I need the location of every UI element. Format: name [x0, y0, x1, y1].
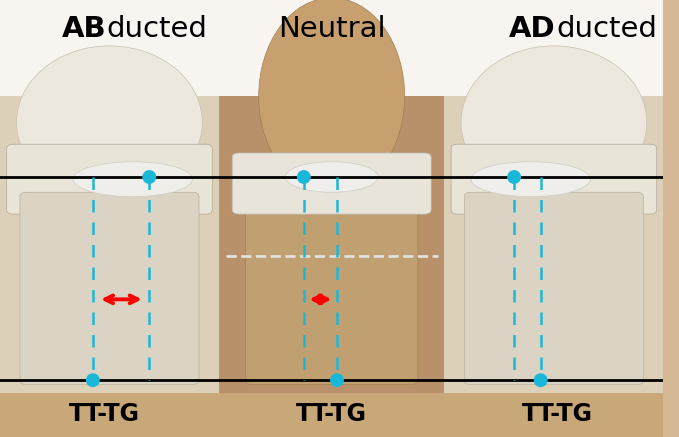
- Point: [298, 173, 309, 180]
- Text: ducted: ducted: [556, 15, 657, 43]
- Ellipse shape: [285, 162, 378, 192]
- Text: TT-TG: TT-TG: [296, 402, 367, 426]
- FancyBboxPatch shape: [245, 192, 418, 385]
- FancyBboxPatch shape: [0, 0, 663, 96]
- Point: [88, 377, 98, 384]
- Point: [509, 173, 519, 180]
- FancyBboxPatch shape: [445, 0, 663, 437]
- FancyBboxPatch shape: [7, 144, 213, 214]
- Point: [331, 377, 342, 384]
- Text: AD: AD: [509, 15, 556, 43]
- Text: ducted: ducted: [106, 15, 207, 43]
- Text: AB: AB: [62, 15, 106, 43]
- Point: [144, 173, 155, 180]
- Text: TT-TG: TT-TG: [521, 402, 593, 426]
- Text: Neutral: Neutral: [278, 15, 386, 43]
- FancyBboxPatch shape: [232, 153, 431, 214]
- FancyBboxPatch shape: [219, 0, 445, 437]
- FancyBboxPatch shape: [0, 0, 219, 437]
- Ellipse shape: [461, 46, 647, 199]
- FancyBboxPatch shape: [0, 393, 663, 437]
- Ellipse shape: [471, 162, 591, 197]
- Point: [535, 377, 546, 384]
- Ellipse shape: [16, 46, 202, 199]
- FancyBboxPatch shape: [451, 144, 657, 214]
- FancyBboxPatch shape: [20, 192, 199, 385]
- Ellipse shape: [259, 0, 405, 194]
- Ellipse shape: [73, 162, 192, 197]
- FancyBboxPatch shape: [464, 192, 644, 385]
- Text: TT-TG: TT-TG: [69, 402, 141, 426]
